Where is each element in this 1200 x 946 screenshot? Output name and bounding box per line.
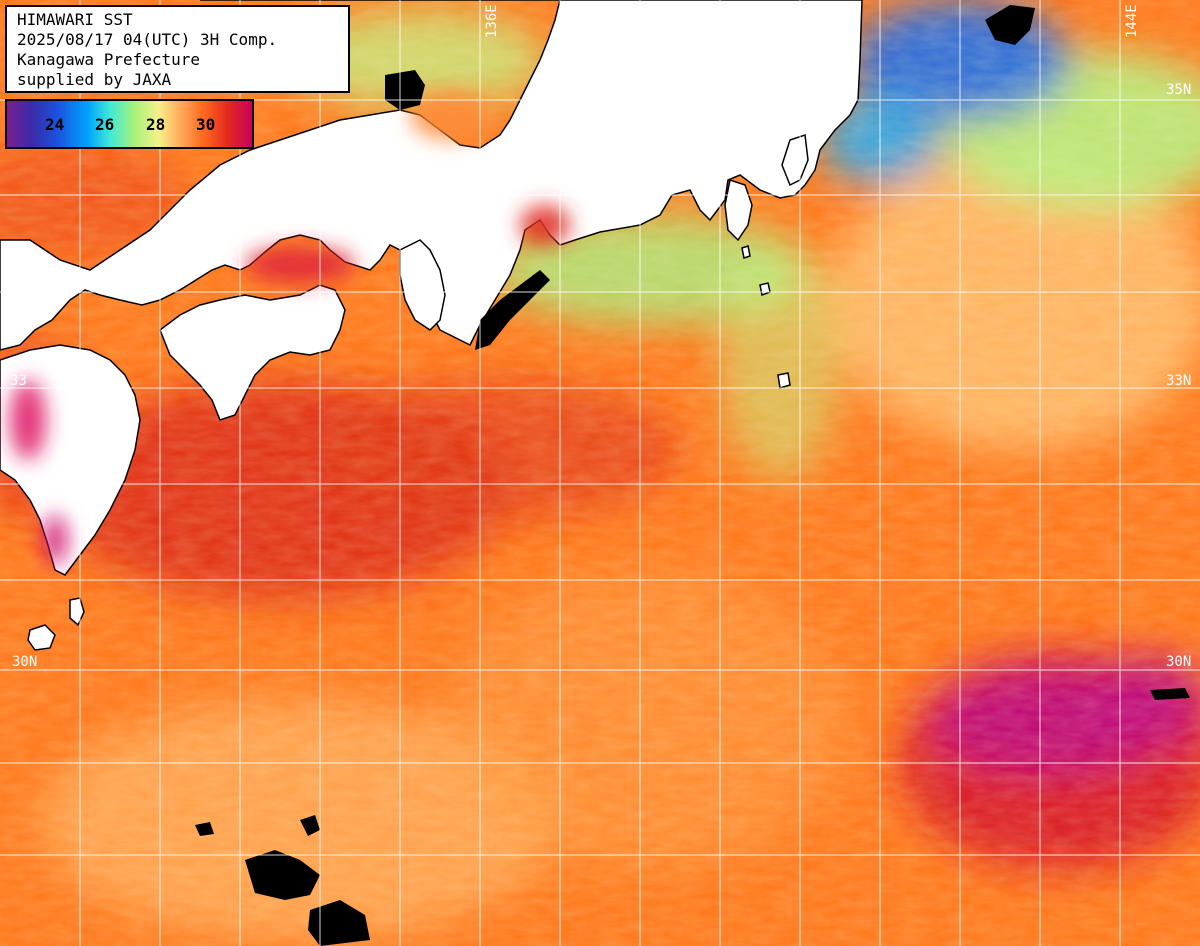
lat-label-30n-left: 30N xyxy=(12,654,38,670)
legend-tick-28: 28 xyxy=(146,115,166,134)
cloud-2 xyxy=(475,270,550,350)
title-line-date: 2025/08/17 04(UTC) 3H Comp. xyxy=(17,30,278,49)
title-line-org: Kanagawa Prefecture xyxy=(17,50,201,69)
title-box: HIMAWARI SST 2025/08/17 04(UTC) 3H Comp.… xyxy=(5,5,350,93)
title-line-credit: supplied by JAXA xyxy=(17,70,172,89)
land-island-3 xyxy=(759,282,771,297)
land-island-1 xyxy=(27,624,56,651)
lat-label-33-left: 33 xyxy=(10,373,27,389)
cloud-6 xyxy=(308,900,370,946)
osaka-bay-hot xyxy=(520,205,570,245)
legend-color-bar xyxy=(7,101,252,147)
ise-bay-mild xyxy=(410,90,490,140)
land-island-4 xyxy=(777,372,791,389)
cloud-1 xyxy=(385,70,425,110)
kagoshima-bay-hot xyxy=(43,515,67,565)
land-honshu xyxy=(0,0,863,351)
lon-label-136e: 136E xyxy=(484,4,500,38)
lat-label-30n-right: 30N xyxy=(1166,654,1192,670)
lon-label-144e: 144E xyxy=(1124,4,1140,38)
cloud-5 xyxy=(300,815,320,836)
lat-label-35n-right: 35N xyxy=(1166,82,1192,98)
cloud-3 xyxy=(985,5,1035,45)
kyushu-bay-hot xyxy=(10,380,46,460)
land-island-5 xyxy=(741,245,751,259)
legend-tick-24: 24 xyxy=(45,115,65,134)
color-legend: 24 26 28 30 xyxy=(5,99,254,149)
cloud-8 xyxy=(195,822,214,836)
cloud-4 xyxy=(245,850,320,900)
legend-tick-26: 26 xyxy=(95,115,115,134)
cloud-7 xyxy=(1150,688,1190,700)
title-line-product: HIMAWARI SST xyxy=(17,10,133,29)
inland-sea-hot xyxy=(245,247,355,283)
legend-tick-30: 30 xyxy=(196,115,216,134)
coastal-waters xyxy=(10,90,570,565)
lat-label-33n-right: 33N xyxy=(1166,373,1192,389)
